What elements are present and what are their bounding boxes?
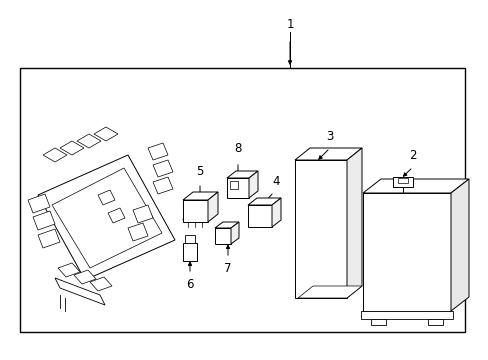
Polygon shape <box>271 198 281 227</box>
Text: 6: 6 <box>186 278 193 291</box>
Polygon shape <box>294 160 346 298</box>
Polygon shape <box>90 277 112 291</box>
Polygon shape <box>450 179 468 311</box>
Polygon shape <box>43 148 67 162</box>
Polygon shape <box>77 134 101 148</box>
Polygon shape <box>128 223 148 241</box>
Text: 7: 7 <box>224 262 231 275</box>
Polygon shape <box>362 193 450 311</box>
Polygon shape <box>74 270 96 284</box>
Text: 5: 5 <box>196 165 203 178</box>
Text: 8: 8 <box>234 142 241 155</box>
Text: 3: 3 <box>325 130 333 143</box>
Polygon shape <box>362 179 468 193</box>
Polygon shape <box>28 194 50 213</box>
Polygon shape <box>360 311 452 319</box>
Polygon shape <box>247 198 281 205</box>
Polygon shape <box>397 178 407 183</box>
Polygon shape <box>226 171 258 178</box>
Polygon shape <box>98 190 115 205</box>
Polygon shape <box>33 211 55 230</box>
Polygon shape <box>248 171 258 198</box>
Polygon shape <box>297 286 361 298</box>
Polygon shape <box>183 200 207 222</box>
Polygon shape <box>183 243 197 261</box>
Polygon shape <box>153 177 173 194</box>
Polygon shape <box>294 148 361 160</box>
Polygon shape <box>370 319 385 325</box>
Polygon shape <box>183 195 215 220</box>
Polygon shape <box>230 222 239 244</box>
Polygon shape <box>20 68 464 332</box>
Polygon shape <box>346 148 361 298</box>
Polygon shape <box>153 160 173 177</box>
Polygon shape <box>215 228 230 244</box>
Polygon shape <box>55 278 105 305</box>
Polygon shape <box>184 235 195 243</box>
Polygon shape <box>226 178 248 198</box>
Polygon shape <box>38 155 175 280</box>
Polygon shape <box>392 177 412 187</box>
Polygon shape <box>133 205 153 223</box>
Polygon shape <box>229 181 238 189</box>
Polygon shape <box>247 205 271 227</box>
Polygon shape <box>148 143 168 160</box>
Text: 2: 2 <box>408 149 416 162</box>
Polygon shape <box>94 127 118 141</box>
Polygon shape <box>38 229 60 248</box>
Polygon shape <box>215 222 239 228</box>
Polygon shape <box>58 263 80 277</box>
Polygon shape <box>427 319 442 325</box>
Polygon shape <box>108 208 125 223</box>
Text: 4: 4 <box>272 175 279 188</box>
Polygon shape <box>183 192 218 200</box>
Polygon shape <box>207 192 218 222</box>
Polygon shape <box>52 168 162 268</box>
Text: 1: 1 <box>285 18 293 31</box>
Polygon shape <box>60 141 84 155</box>
